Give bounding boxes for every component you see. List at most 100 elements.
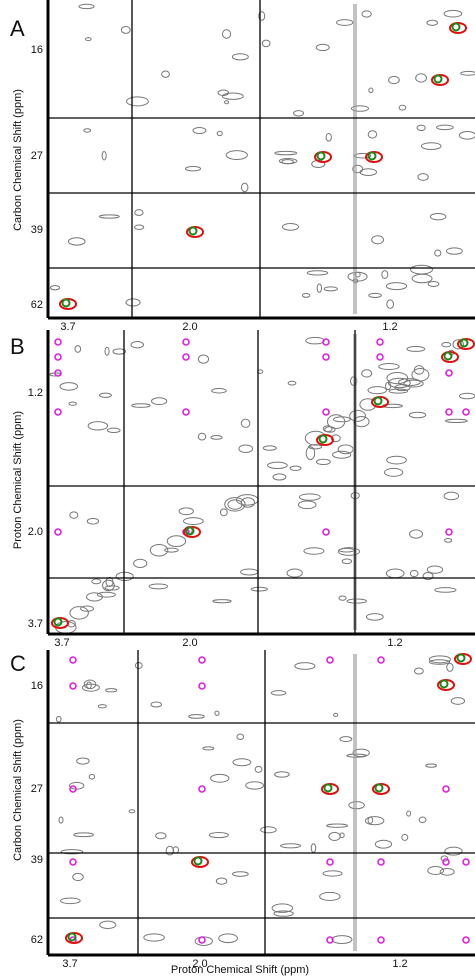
contour: [389, 389, 408, 393]
marker: [453, 24, 460, 31]
contour: [144, 934, 165, 941]
marker: [320, 436, 327, 443]
contour: [239, 445, 253, 453]
y-tick-label: 16: [31, 680, 43, 692]
marker: [55, 529, 61, 535]
contour: [366, 614, 383, 621]
y-axis-title: Carbon Chemical Shift (ppm): [12, 719, 24, 861]
contour: [399, 105, 406, 110]
contour: [323, 871, 342, 876]
contour: [135, 662, 142, 668]
marker: [55, 354, 61, 360]
marker: [323, 409, 329, 415]
contour: [338, 445, 353, 454]
contour: [106, 689, 117, 692]
contour: [74, 833, 94, 837]
marker: [376, 785, 383, 792]
contour: [100, 921, 116, 928]
marker: [377, 354, 383, 360]
contour: [268, 462, 288, 468]
contour: [131, 342, 143, 348]
marker: [183, 354, 189, 360]
contour: [92, 579, 101, 584]
noise-stripe: [353, 654, 357, 951]
contour: [84, 129, 91, 132]
contour: [407, 347, 425, 352]
marker: [375, 398, 382, 405]
contour: [421, 143, 441, 150]
marker: [318, 153, 325, 160]
contour: [316, 459, 330, 464]
contour: [386, 569, 404, 578]
contour: [389, 76, 400, 83]
y-tick-label: 62: [31, 299, 43, 311]
contour: [217, 131, 222, 135]
contour: [316, 44, 329, 50]
x-tick-label: 3.7: [54, 637, 69, 649]
contour: [81, 606, 94, 611]
contour: [99, 215, 119, 218]
contour: [213, 600, 231, 603]
contour: [167, 536, 185, 547]
contour: [271, 691, 285, 695]
marker: [461, 340, 468, 347]
panel-label: C: [10, 651, 26, 676]
contour: [209, 833, 228, 838]
contour: [228, 500, 242, 509]
contour: [134, 559, 147, 567]
contour: [129, 810, 135, 813]
contour: [68, 238, 85, 245]
marker: [183, 409, 189, 415]
x-tick-label: 1.2: [382, 321, 397, 333]
panel-label: A: [10, 16, 25, 41]
contour: [261, 827, 277, 833]
contour: [198, 433, 206, 440]
x-tick-label: 2.0: [182, 637, 197, 649]
contour: [135, 225, 144, 229]
contour: [184, 518, 204, 525]
marker: [63, 300, 70, 307]
contour: [317, 284, 321, 292]
contour: [222, 93, 243, 99]
contour: [362, 11, 371, 17]
x-tick-label: 1.2: [387, 637, 402, 649]
marker: [199, 683, 205, 689]
contour: [59, 817, 63, 823]
contour: [437, 125, 454, 130]
marker: [70, 657, 76, 663]
marker: [463, 859, 469, 865]
contour: [295, 663, 315, 670]
contour: [288, 381, 296, 385]
contour: [461, 71, 475, 75]
marker: [458, 655, 465, 662]
contour: [368, 387, 387, 394]
marker: [327, 859, 333, 865]
contour: [451, 698, 464, 705]
marker: [323, 354, 329, 360]
contour: [287, 569, 302, 577]
contour: [311, 844, 316, 853]
contour: [409, 412, 425, 418]
spectrum-panel: CCarbon Chemical Shift (ppm)162739623.72…: [10, 650, 475, 970]
marker: [446, 409, 452, 415]
contour: [70, 512, 78, 518]
contour: [342, 559, 351, 564]
contour: [212, 389, 227, 393]
marker: [378, 657, 384, 663]
marker: [446, 529, 452, 535]
contour: [79, 4, 94, 8]
contour: [162, 71, 170, 77]
y-tick-label: 1.2: [28, 387, 43, 399]
contour: [332, 936, 352, 944]
contour: [299, 494, 320, 500]
contour: [132, 404, 150, 408]
contour: [149, 584, 168, 589]
contour: [121, 26, 130, 33]
contour: [166, 846, 173, 855]
contour: [216, 878, 226, 884]
marker: [199, 786, 205, 792]
contour: [225, 101, 229, 104]
contour: [69, 402, 77, 405]
contour: [107, 428, 120, 432]
marker: [378, 937, 384, 943]
